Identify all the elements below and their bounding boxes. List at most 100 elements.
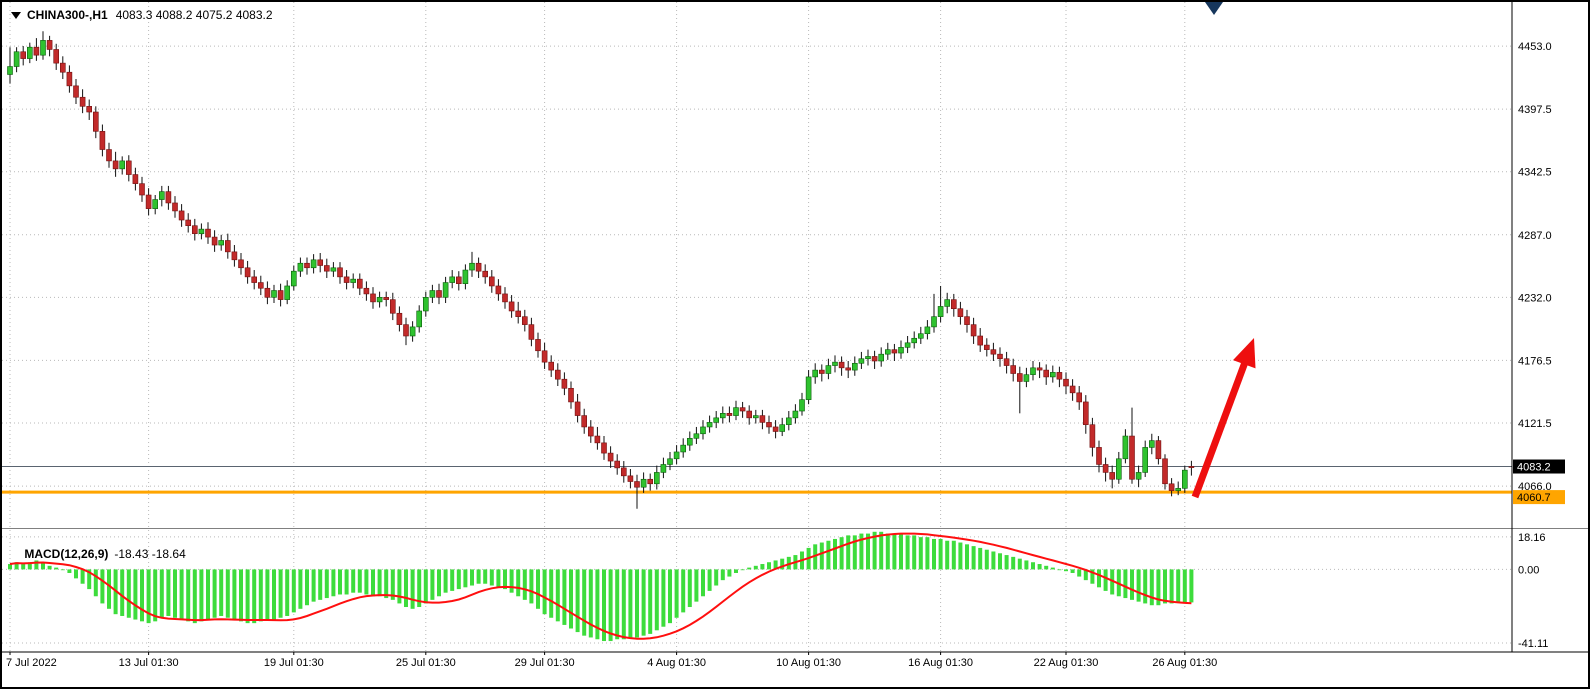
candle-body bbox=[1149, 440, 1155, 448]
macd-histogram-bar bbox=[687, 569, 692, 608]
candle-body bbox=[1043, 369, 1049, 378]
macd-histogram-bar bbox=[555, 569, 560, 622]
candle-body bbox=[145, 194, 152, 209]
candle-body bbox=[1135, 472, 1142, 480]
candle-body bbox=[554, 369, 561, 380]
macd-histogram-bar bbox=[1057, 569, 1062, 571]
macd-histogram-bar bbox=[1136, 569, 1141, 602]
candle-body bbox=[838, 361, 845, 369]
candle-body bbox=[634, 481, 640, 488]
time-tick-label: 16 Aug 01:30 bbox=[908, 657, 973, 669]
trend-arrow-shaft[interactable] bbox=[1191, 359, 1249, 499]
macd-histogram-bar bbox=[357, 569, 362, 593]
candle-body bbox=[818, 369, 825, 374]
macd-tick-label: 0.00 bbox=[1518, 564, 1539, 576]
candle-body bbox=[330, 267, 337, 272]
macd-histogram-bar bbox=[232, 569, 237, 620]
price-tick-label: 4287.0 bbox=[1518, 230, 1552, 242]
candle-body bbox=[851, 362, 858, 371]
macd-histogram-bar bbox=[1070, 569, 1075, 573]
macd-histogram-bar bbox=[483, 569, 488, 584]
symbol-dropdown-icon[interactable] bbox=[11, 11, 21, 19]
macd-histogram-bar bbox=[1149, 569, 1154, 606]
macd-histogram-bar bbox=[27, 562, 32, 570]
candle-body bbox=[706, 422, 713, 428]
candle-body bbox=[904, 342, 911, 348]
macd-histogram-bar bbox=[958, 542, 963, 570]
candle-body bbox=[1142, 447, 1148, 473]
candle-body bbox=[257, 282, 264, 289]
macd-histogram-bar bbox=[305, 569, 309, 606]
candle-body bbox=[310, 259, 317, 269]
candle-body bbox=[363, 287, 370, 295]
candle-body bbox=[653, 472, 660, 485]
trend-arrow-head[interactable] bbox=[1233, 338, 1256, 369]
candle-body bbox=[26, 46, 33, 59]
candle-body bbox=[436, 290, 442, 298]
macd-name: MACD(12,26,9) bbox=[24, 547, 109, 561]
macd-values: -18.43 -18.64 bbox=[114, 547, 186, 561]
candle-body bbox=[898, 347, 904, 354]
candle-body bbox=[106, 149, 112, 162]
macd-histogram-bar bbox=[866, 533, 870, 570]
current-price-label-box bbox=[1513, 459, 1565, 474]
price-tick-label: 4176.5 bbox=[1518, 355, 1552, 367]
macd-histogram-bar bbox=[278, 569, 283, 618]
price-tick-label: 4453.0 bbox=[1518, 41, 1552, 53]
macd-histogram-bar bbox=[146, 569, 151, 624]
candle-body bbox=[46, 40, 53, 50]
candle-body bbox=[422, 297, 429, 312]
autoscroll-marker-icon[interactable] bbox=[1205, 2, 1223, 15]
candle-body bbox=[805, 376, 812, 400]
candle-body bbox=[858, 358, 865, 364]
macd-histogram-bar bbox=[291, 569, 296, 613]
candle-body bbox=[871, 356, 878, 362]
candle-body bbox=[937, 306, 944, 317]
support-price-label: 4060.7 bbox=[1517, 492, 1551, 504]
macd-histogram-bar bbox=[1130, 569, 1134, 600]
candle-body bbox=[99, 131, 106, 150]
macd-histogram-bar bbox=[714, 569, 719, 586]
macd-histogram-bar bbox=[107, 569, 111, 609]
candle-body bbox=[1116, 458, 1122, 480]
macd-histogram-bar bbox=[120, 569, 125, 616]
macd-histogram-bar bbox=[707, 569, 712, 591]
candle-body bbox=[568, 387, 574, 403]
candle-body bbox=[574, 401, 581, 416]
candle-body bbox=[475, 262, 482, 272]
candle-body bbox=[620, 467, 627, 477]
candle-body bbox=[178, 210, 185, 221]
candle-body bbox=[119, 160, 125, 170]
macd-histogram-bar bbox=[404, 569, 408, 608]
candle-body bbox=[482, 270, 489, 278]
macd-histogram-bar bbox=[344, 569, 349, 595]
macd-histogram-bar bbox=[272, 569, 276, 620]
macd-histogram-bar bbox=[1090, 569, 1095, 584]
macd-histogram-bar bbox=[773, 560, 778, 570]
candle-body bbox=[660, 464, 667, 473]
macd-histogram-bar bbox=[575, 569, 580, 633]
macd-histogram-bar bbox=[456, 569, 461, 590]
candle-body bbox=[53, 49, 60, 64]
time-tick-label: 13 Jul 01:30 bbox=[119, 657, 179, 669]
candle-body bbox=[1016, 373, 1023, 382]
macd-histogram-bar bbox=[872, 531, 877, 570]
candle-body bbox=[1155, 440, 1162, 460]
macd-histogram-bar bbox=[443, 569, 448, 593]
candle-body bbox=[1175, 488, 1181, 491]
macd-histogram-bar bbox=[912, 535, 917, 570]
macd-histogram-bar bbox=[978, 547, 983, 570]
time-tick-label: 22 Aug 01:30 bbox=[1034, 657, 1099, 669]
current-price-label: 4083.2 bbox=[1517, 462, 1551, 474]
macd-histogram-bar bbox=[674, 569, 679, 618]
macd-histogram-bar bbox=[740, 569, 745, 571]
candle-body bbox=[700, 426, 706, 435]
macd-histogram-bar bbox=[648, 569, 653, 634]
macd-histogram-bar bbox=[615, 569, 620, 640]
candle-body bbox=[990, 349, 997, 355]
macd-histogram-bar bbox=[503, 569, 507, 590]
candle-body bbox=[7, 66, 13, 75]
macd-histogram-bar bbox=[450, 569, 455, 591]
candle-body bbox=[1096, 447, 1102, 465]
